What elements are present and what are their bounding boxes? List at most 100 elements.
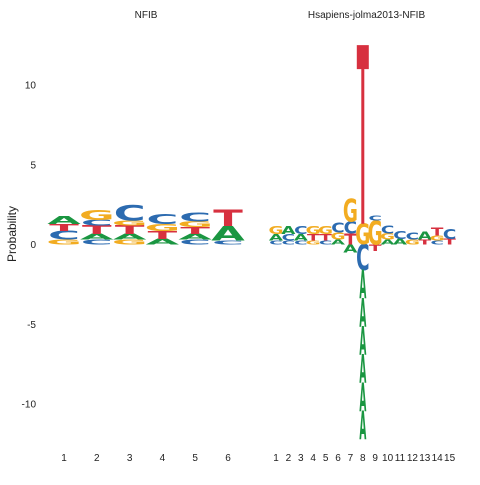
logo-letter-C: C (331, 220, 344, 236)
x-tick-label: 14 (432, 453, 444, 464)
logo-letter-C: C (282, 233, 295, 243)
logo-letter-A: A (343, 242, 358, 255)
y-tick-label: 10 (25, 81, 37, 92)
logo-letter-A: A (381, 239, 396, 247)
x-tick-label: 6 (335, 453, 341, 464)
logo-letter-G: G (306, 224, 321, 237)
panel-title: Hsapiens-jolma2013-NFIB (308, 10, 426, 21)
x-tick-label: 13 (419, 453, 431, 464)
logo-letter-T: T (319, 233, 332, 243)
x-tick-label: 5 (323, 453, 329, 464)
logo-letter-C: C (443, 227, 456, 243)
logo-letter-T: T (82, 223, 112, 237)
logo-letter-C: C (269, 240, 283, 247)
logo-letter-T: T (180, 225, 210, 236)
logo-letter-G: G (380, 232, 395, 242)
x-tick-label: 11 (395, 453, 406, 464)
x-tick-label: 6 (225, 453, 231, 464)
logo-letter-T: T (148, 229, 178, 242)
logo-letter-G: G (355, 218, 370, 251)
logo-letter-T: T (369, 244, 382, 254)
logo-letter-A: A (359, 375, 366, 420)
logo-letter-A: A (113, 233, 147, 242)
y-tick-label: 5 (30, 160, 36, 171)
logo-letter-C: C (368, 215, 381, 223)
logo-letter-A: A (331, 239, 346, 247)
x-tick-label: 2 (94, 453, 100, 464)
logo-letter-G: G (79, 207, 115, 223)
logo-letter-A: A (418, 230, 433, 243)
logo-letter-G: G (430, 235, 445, 243)
logo-letter-C: C (356, 237, 369, 278)
logo-letter-C: C (282, 240, 296, 247)
y-axis-label: Probability (5, 206, 19, 262)
logo-letter-A: A (80, 233, 114, 242)
logo-letter-C: C (381, 223, 394, 236)
logo-letter-A: A (281, 224, 296, 237)
panel-title: NFIB (135, 10, 158, 21)
logo-letter-T: T (443, 238, 456, 247)
logo-letter-C: C (393, 229, 406, 242)
logo-letter-A: A (178, 233, 212, 242)
x-tick-label: 4 (310, 453, 316, 464)
logo-letter-A: A (359, 262, 366, 307)
logo-letter-C: C (179, 239, 211, 247)
logo-letter-C: C (430, 240, 444, 247)
logo-letter-G: G (405, 239, 420, 247)
logo-letter-G: G (330, 231, 345, 242)
y-tick-label: -5 (27, 320, 36, 331)
x-tick-label: 1 (273, 453, 279, 464)
logo-letter-A: A (294, 233, 309, 243)
logo-letter-C: C (114, 202, 146, 227)
logo-letter-T: T (344, 230, 357, 248)
logo-letter-A: A (47, 214, 81, 227)
logo-letter-A: A (359, 347, 366, 392)
logo-letter-C: C (212, 240, 244, 246)
logo-letter-A: A (359, 319, 366, 364)
x-tick-label: 8 (360, 453, 366, 464)
logo-letter-C: C (294, 224, 307, 237)
x-tick-label: 4 (160, 453, 166, 464)
logo-letter-C: C (81, 239, 113, 247)
logo-letter-T: T (49, 222, 79, 233)
logo-letter-T (361, 65, 365, 224)
x-tick-label: 10 (382, 453, 394, 464)
logo-letter-G: G (368, 215, 383, 253)
logo-letter-C: C (344, 219, 357, 238)
logo-letter-G: G (145, 222, 181, 233)
logo-letter-C: C (81, 218, 113, 227)
logo-letter-A: A (269, 233, 284, 243)
logo-letter-G: G (306, 240, 321, 247)
logo-letter-A: A (146, 238, 180, 247)
x-tick-label: 2 (286, 453, 292, 464)
logo-letter-A: A (393, 238, 407, 247)
logo-letter-G: G (46, 239, 82, 247)
logo-letter-C: C (147, 211, 179, 227)
logo-letter-A: A (211, 222, 245, 245)
logo-letter-G: G (112, 219, 148, 227)
logo-letter-G: G (177, 220, 213, 229)
y-tick-label: -10 (22, 400, 37, 411)
x-tick-label: 5 (192, 453, 198, 464)
x-tick-label: 15 (444, 453, 456, 464)
x-tick-label: 3 (127, 453, 133, 464)
logo-letter-T: T (213, 206, 243, 232)
x-tick-label: 1 (61, 453, 67, 464)
logo-letter-G: G (268, 224, 283, 237)
logo-letter-G: G (318, 224, 333, 237)
x-tick-label: 3 (298, 453, 304, 464)
logo-letter-T: T (115, 223, 145, 237)
logo-letter-C: C (48, 228, 80, 242)
logo-letter-G: G (112, 239, 148, 247)
logo-letter-A: A (359, 403, 366, 448)
logo-letter-C: C (406, 231, 419, 242)
logo-letter-T (356, 45, 369, 70)
logo-letter-T: T (419, 239, 432, 247)
logo-letter-T: T (307, 233, 320, 243)
x-tick-label: 7 (348, 453, 354, 464)
logo-letter-A: A (359, 291, 366, 336)
logo-letter-G: G (343, 192, 358, 228)
y-tick-label: 0 (30, 240, 36, 251)
